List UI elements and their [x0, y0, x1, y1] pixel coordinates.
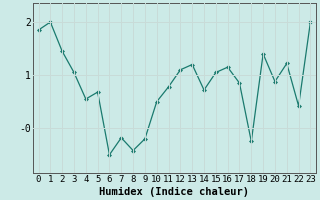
X-axis label: Humidex (Indice chaleur): Humidex (Indice chaleur) [100, 186, 250, 197]
